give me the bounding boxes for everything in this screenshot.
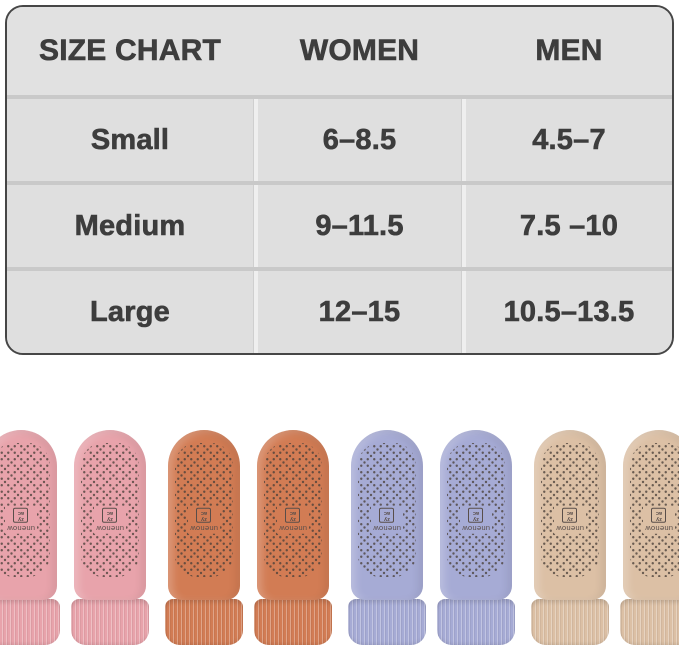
brand-logo: unenow zy ac: [276, 506, 309, 534]
table-row-large: Large 12–15 10.5–13.5: [7, 271, 672, 353]
brand-monogram-icon: zy ac: [379, 508, 394, 524]
table-row-small: Small 6–8.5 4.5–7: [7, 99, 672, 181]
column-divider: [461, 271, 466, 353]
brand-logo: unenow zy ac: [187, 506, 220, 534]
brand-monogram-glyphs: zy: [566, 515, 573, 522]
sock-sole: unenow zy ac: [622, 430, 679, 600]
brand-name-label: unenow: [555, 523, 584, 533]
brand-monogram-glyphs: ac: [289, 509, 296, 516]
column-divider: [461, 7, 466, 95]
men-value: 4.5–7: [466, 99, 672, 181]
sock-rust-orange: unenow zy ac: [253, 430, 332, 645]
sock-sole: unenow zy ac: [167, 430, 240, 600]
sock-cuff: [436, 599, 515, 645]
header-men: MEN: [466, 7, 672, 95]
sock-cuff: [530, 599, 609, 645]
sock-rust-orange: unenow zy ac: [164, 430, 243, 645]
sock-cuff: [0, 599, 60, 645]
sock-pair-beige: unenow zy ac unenow zy ac: [530, 430, 679, 645]
brand-monogram-glyphs: ac: [655, 509, 662, 516]
brand-monogram-glyphs: zy: [106, 515, 113, 522]
sock-lavender: unenow zy ac: [436, 430, 515, 645]
sock-pair-pink: unenow zy ac unenow zy ac: [0, 430, 149, 645]
header-size-chart: SIZE CHART: [7, 7, 253, 95]
brand-monogram-icon: zy ac: [285, 508, 300, 524]
column-divider: [253, 99, 258, 181]
women-value: 6–8.5: [258, 99, 461, 181]
brand-monogram-glyphs: zy: [472, 515, 479, 522]
brand-monogram-glyphs: zy: [200, 515, 207, 522]
brand-name-label: unenow: [6, 523, 35, 533]
brand-monogram-glyphs: ac: [472, 509, 479, 516]
brand-monogram-glyphs: ac: [17, 509, 24, 516]
sock-lavender: unenow zy ac: [347, 430, 426, 645]
size-label: Medium: [7, 185, 253, 267]
sock-cuff: [164, 599, 243, 645]
brand-monogram-glyphs: ac: [200, 509, 207, 516]
column-divider: [461, 99, 466, 181]
sock-pink: unenow zy ac: [0, 430, 60, 645]
brand-monogram-glyphs: ac: [383, 509, 390, 516]
brand-name-label: unenow: [644, 523, 673, 533]
column-divider: [253, 185, 258, 267]
sock-sole: unenow zy ac: [0, 430, 57, 600]
sock-cuff: [253, 599, 332, 645]
sock-pair-rust-orange: unenow zy ac unenow zy ac: [164, 430, 332, 645]
brand-logo: unenow zy ac: [459, 506, 492, 534]
women-value: 9–11.5: [258, 185, 461, 267]
header-women: WOMEN: [258, 7, 461, 95]
brand-logo: unenow zy ac: [93, 506, 126, 534]
brand-name-label: unenow: [189, 523, 218, 533]
column-divider: [461, 185, 466, 267]
size-label: Small: [7, 99, 253, 181]
sock-sole: unenow zy ac: [350, 430, 423, 600]
sock-pink: unenow zy ac: [70, 430, 149, 645]
brand-monogram-icon: zy ac: [102, 508, 117, 524]
sock-sole: unenow zy ac: [533, 430, 606, 600]
column-divider: [253, 271, 258, 353]
brand-name-label: unenow: [461, 523, 490, 533]
sock-beige: unenow zy ac: [530, 430, 609, 645]
sock-pair-lavender: unenow zy ac unenow zy ac: [347, 430, 515, 645]
size-chart-table: SIZE CHART WOMEN MEN Small 6–8.5 4.5–7 M…: [5, 5, 674, 355]
column-divider: [253, 7, 258, 95]
row-divider: [7, 181, 672, 185]
sock-beige: unenow zy ac: [619, 430, 679, 645]
table-row-medium: Medium 9–11.5 7.5 –10: [7, 185, 672, 267]
brand-monogram-icon: zy ac: [468, 508, 483, 524]
brand-monogram-glyphs: zy: [655, 515, 662, 522]
brand-monogram-icon: zy ac: [562, 508, 577, 524]
brand-monogram-icon: zy ac: [196, 508, 211, 524]
women-value: 12–15: [258, 271, 461, 353]
brand-monogram-glyphs: ac: [566, 509, 573, 516]
brand-logo: unenow zy ac: [4, 506, 37, 534]
brand-monogram-glyphs: zy: [383, 515, 390, 522]
sock-sole: unenow zy ac: [256, 430, 329, 600]
table-header-row: SIZE CHART WOMEN MEN: [7, 7, 672, 95]
brand-monogram-glyphs: zy: [289, 515, 296, 522]
row-divider: [7, 95, 672, 99]
brand-monogram-glyphs: ac: [106, 509, 113, 516]
brand-name-label: unenow: [372, 523, 401, 533]
sock-cuff: [70, 599, 149, 645]
sock-sole: unenow zy ac: [73, 430, 146, 600]
brand-name-label: unenow: [278, 523, 307, 533]
brand-name-label: unenow: [95, 523, 124, 533]
sock-sole: unenow zy ac: [439, 430, 512, 600]
socks-photo-row: unenow zy ac unenow zy ac unenow zy ac unenow zy ac…: [0, 430, 679, 645]
men-value: 7.5 –10: [466, 185, 672, 267]
row-divider: [7, 267, 672, 271]
sock-cuff: [347, 599, 426, 645]
brand-monogram-icon: zy ac: [13, 508, 28, 524]
size-label: Large: [7, 271, 253, 353]
sock-cuff: [619, 599, 679, 645]
brand-logo: unenow zy ac: [553, 506, 586, 534]
brand-monogram-icon: zy ac: [651, 508, 666, 524]
men-value: 10.5–13.5: [466, 271, 672, 353]
brand-logo: unenow zy ac: [370, 506, 403, 534]
brand-monogram-glyphs: zy: [17, 515, 24, 522]
brand-logo: unenow zy ac: [642, 506, 675, 534]
